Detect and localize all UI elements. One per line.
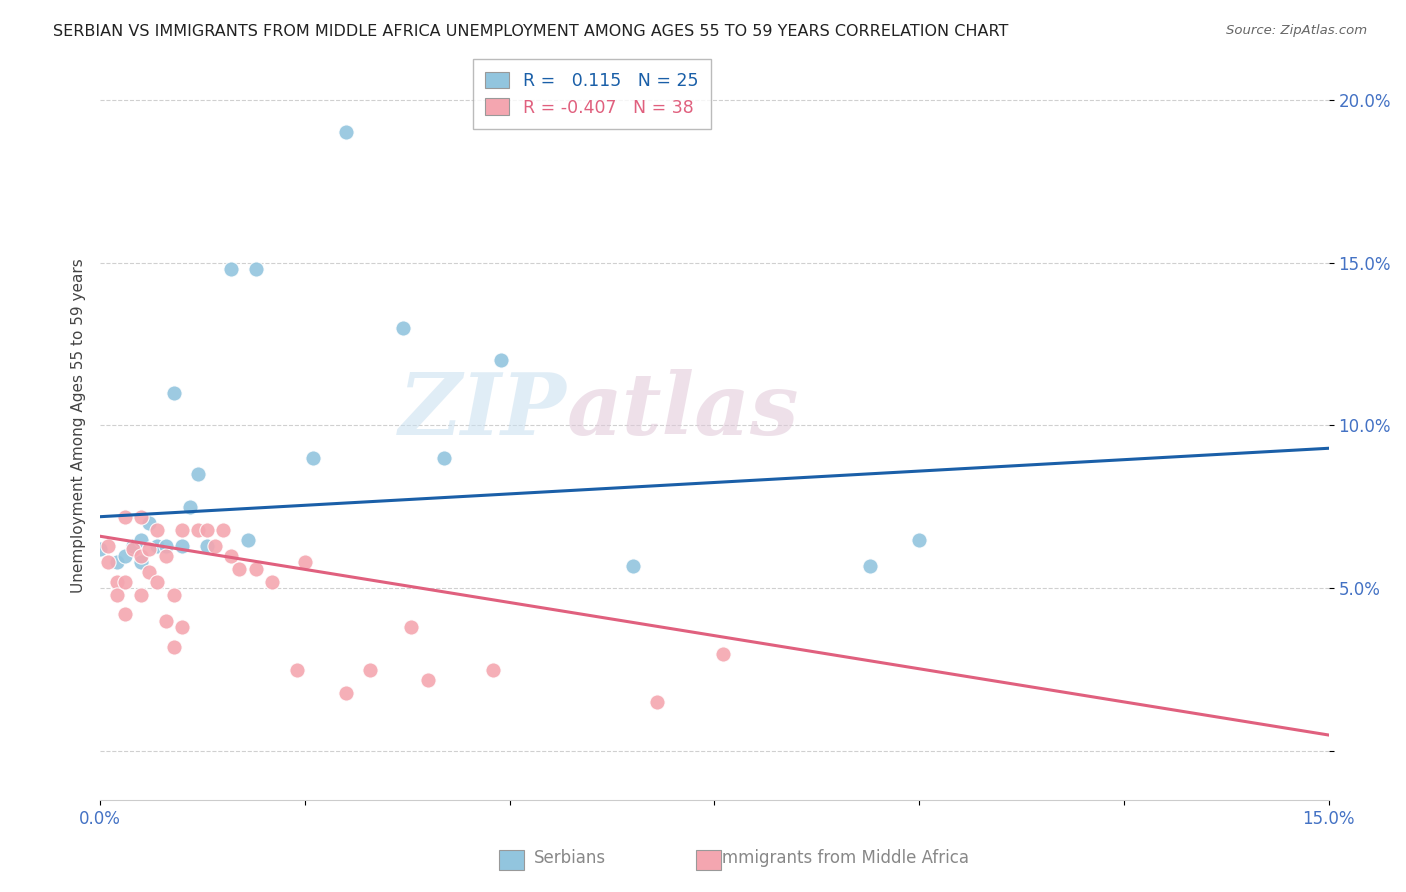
Point [138,542,160,557]
Point [908,533,931,547]
Point [97,555,120,569]
Text: Serbians: Serbians [534,849,606,867]
Point [129,555,152,569]
Point [401,620,423,634]
Point [129,588,152,602]
Text: atlas: atlas [567,368,800,452]
Point [105,555,128,569]
Point [122,539,145,553]
Point [114,549,136,563]
Point [245,562,267,576]
Point [204,539,226,553]
Point [195,523,218,537]
Text: Source: ZipAtlas.com: Source: ZipAtlas.com [1226,24,1367,37]
Point [187,523,209,537]
Point [114,607,136,622]
Point [170,539,193,553]
Point [105,574,128,589]
Point [433,450,456,465]
Point [155,549,177,563]
Point [219,549,242,563]
Point [179,500,201,514]
Point [416,673,439,687]
Text: Immigrants from Middle Africa: Immigrants from Middle Africa [717,849,969,867]
Point [187,467,209,482]
Text: ZIP: ZIP [399,368,567,452]
Point [482,663,505,677]
Point [129,533,152,547]
Point [146,523,169,537]
Point [138,516,160,531]
Point [859,558,882,573]
Point [163,640,186,654]
Point [146,539,169,553]
Point [170,620,193,634]
Point [294,555,316,569]
Point [335,686,357,700]
Point [138,565,160,579]
Point [155,614,177,628]
Point [302,450,325,465]
Point [335,125,357,139]
Point [146,574,169,589]
Point [359,663,381,677]
Point [711,647,734,661]
Point [262,574,284,589]
Point [228,562,250,576]
Point [212,523,235,537]
Point [155,539,177,553]
Point [645,696,668,710]
Text: SERBIAN VS IMMIGRANTS FROM MIDDLE AFRICA UNEMPLOYMENT AMONG AGES 55 TO 59 YEARS : SERBIAN VS IMMIGRANTS FROM MIDDLE AFRICA… [53,24,1008,39]
Legend: R =   0.115   N = 25, R = -0.407   N = 38: R = 0.115 N = 25, R = -0.407 N = 38 [472,60,710,128]
Point [89,542,111,557]
Point [195,539,218,553]
Point [163,385,186,400]
Y-axis label: Unemployment Among Ages 55 to 59 years: Unemployment Among Ages 55 to 59 years [72,258,86,593]
Point [392,320,415,334]
Point [245,262,267,277]
Point [285,663,308,677]
Point [122,542,145,557]
Point [114,574,136,589]
Point [219,262,242,277]
Point [621,558,644,573]
Point [129,509,152,524]
Point [129,549,152,563]
Point [97,539,120,553]
Point [170,523,193,537]
Point [114,509,136,524]
Point [163,588,186,602]
Point [236,533,259,547]
Point [105,588,128,602]
Point [491,353,513,368]
